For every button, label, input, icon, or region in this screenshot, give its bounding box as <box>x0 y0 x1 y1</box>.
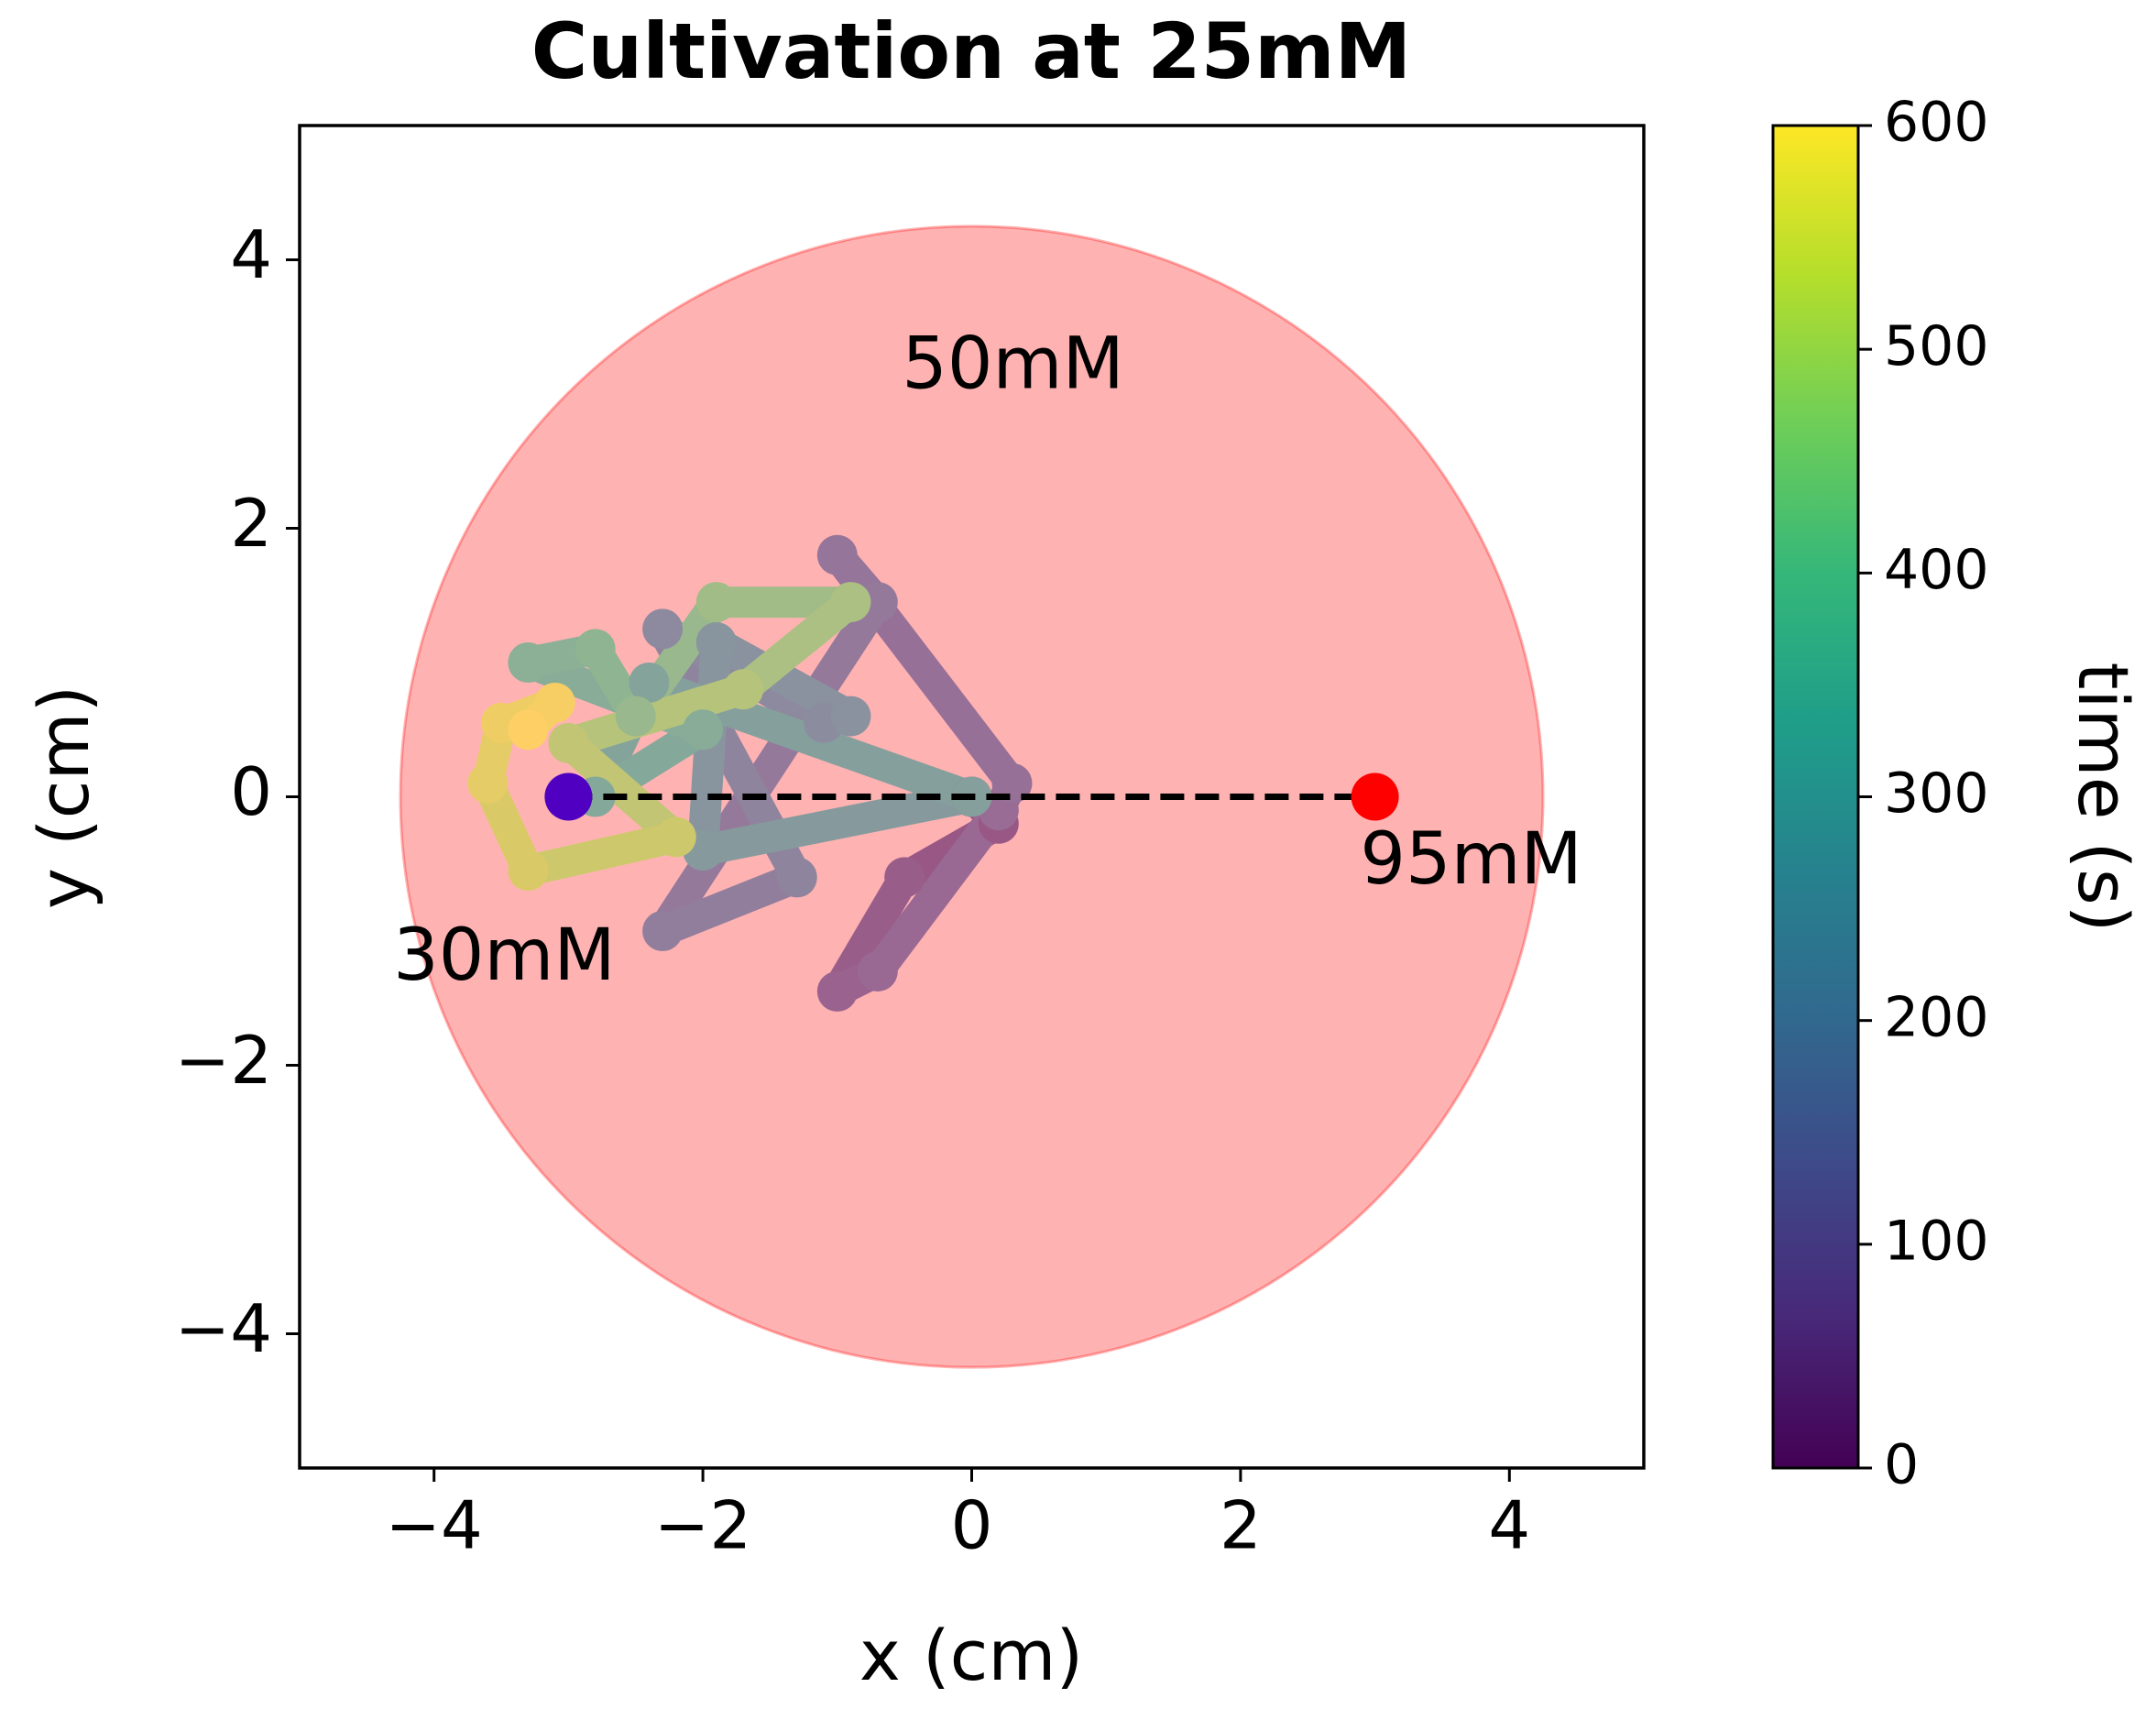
start-point <box>544 772 593 821</box>
trajectory-point <box>534 682 575 723</box>
end-point <box>1351 772 1399 821</box>
colorbar-label: time (s) <box>2063 663 2144 933</box>
trajectory-point <box>642 608 684 650</box>
trajectory-point <box>816 970 858 1012</box>
trajectory-point <box>655 816 696 858</box>
y-tick-label: 4 <box>230 216 272 293</box>
end-label: 95mM <box>1360 818 1582 901</box>
chart-title: Cultivation at 25mM <box>531 6 1411 96</box>
y-tick-label: 2 <box>230 485 272 562</box>
trajectory-segment <box>861 794 1014 987</box>
trajectory-point <box>629 662 670 703</box>
y-tick-label: −4 <box>175 1290 272 1367</box>
x-tick-label: 4 <box>1488 1487 1530 1564</box>
trajectory-point <box>776 857 817 898</box>
trajectory-segment <box>553 674 760 759</box>
trajectory-segment <box>647 586 893 947</box>
region-label: 50mM <box>902 323 1124 405</box>
trajectory-point <box>816 534 858 575</box>
colorbar-tick-label: 100 <box>1884 1209 1989 1273</box>
trajectory-point <box>991 762 1033 804</box>
colorbar-tick-label: 500 <box>1884 314 1989 378</box>
y-tick-label: 0 <box>230 753 272 830</box>
y-tick-label: −2 <box>175 1022 272 1099</box>
colorbar-tick-label: 200 <box>1884 985 1989 1049</box>
trajectory-point <box>695 582 737 623</box>
colorbar-tick-label: 0 <box>1884 1433 1919 1497</box>
trajectory-point <box>615 696 656 737</box>
trajectory-point <box>830 696 871 737</box>
trajectory-point <box>857 950 898 991</box>
trajectory-segment <box>687 781 988 867</box>
trajectory-point <box>683 709 724 750</box>
trajectory-segment <box>553 727 692 853</box>
trajectory-point <box>508 850 549 892</box>
start-label: 30mM <box>393 915 616 997</box>
trajectory-point <box>467 762 509 804</box>
trajectory-point <box>723 669 764 710</box>
trajectory-segment <box>512 821 692 887</box>
x-tick-label: 0 <box>951 1487 993 1564</box>
trajectory-point <box>508 642 549 683</box>
trajectory-segment <box>647 861 813 947</box>
y-axis-label: y (cm) <box>23 685 104 909</box>
trajectory-point <box>575 629 616 670</box>
trajectory-point <box>642 911 684 951</box>
trajectory-point <box>548 722 589 763</box>
colorbar-tick-label: 300 <box>1884 761 1989 826</box>
trajectory-segment <box>728 586 867 706</box>
trajectory-point <box>508 709 549 750</box>
colorbar <box>1771 124 1860 1470</box>
colorbar-tick-label: 400 <box>1884 538 1989 602</box>
colorbar-tick-label: 600 <box>1884 91 1989 155</box>
trajectory-point <box>830 582 871 623</box>
trajectory-point <box>695 622 737 663</box>
x-tick-label: 2 <box>1220 1487 1262 1564</box>
trajectory-point <box>884 857 925 898</box>
x-tick-label: −4 <box>386 1487 483 1564</box>
x-axis-label: x (cm) <box>859 1615 1083 1696</box>
trajectory <box>467 534 1033 1012</box>
x-tick-label: −2 <box>654 1487 751 1564</box>
